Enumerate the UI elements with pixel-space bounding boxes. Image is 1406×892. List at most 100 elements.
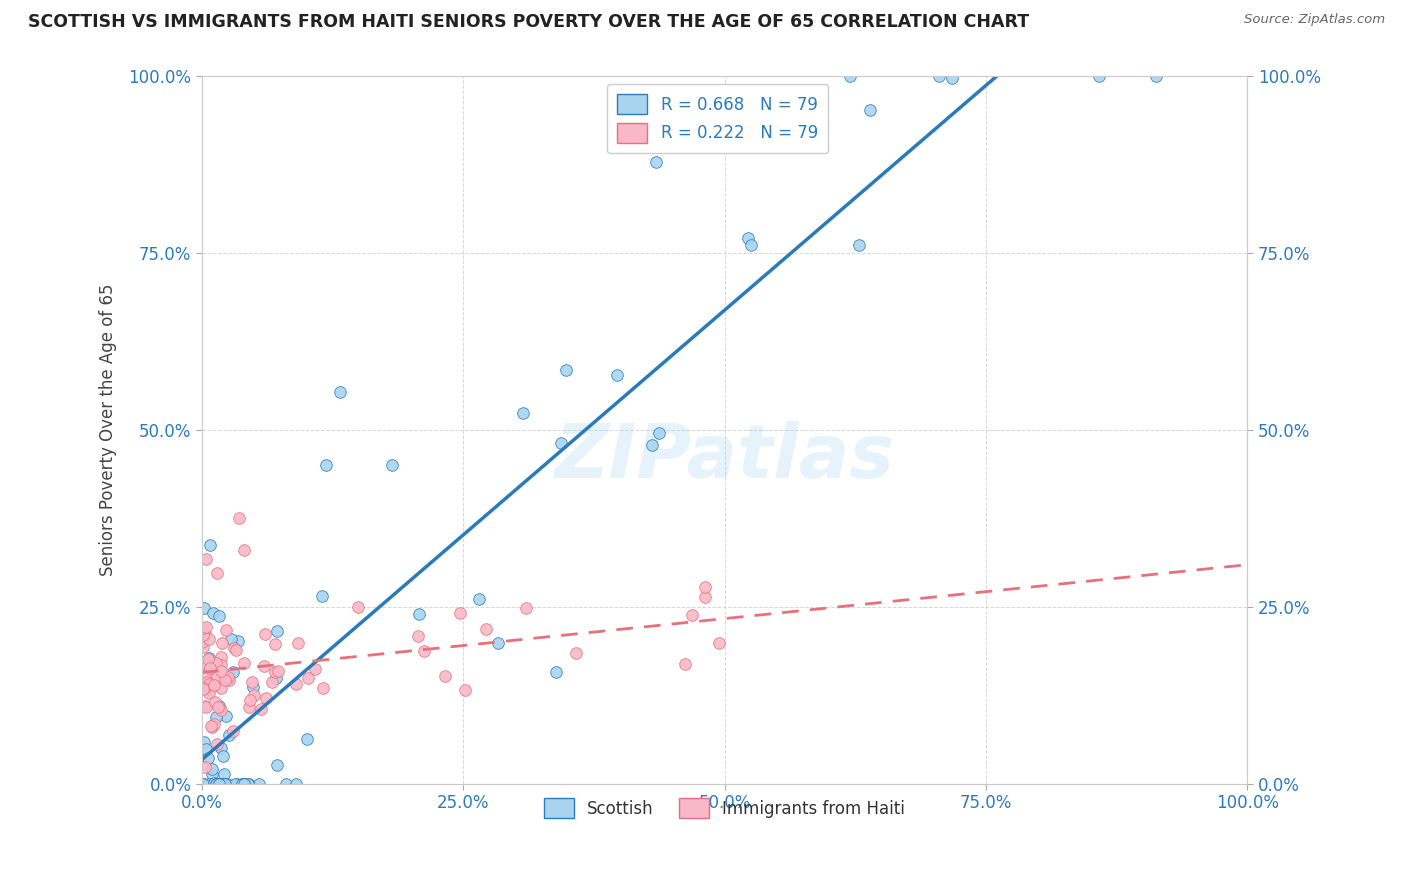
Point xyxy=(449,606,471,620)
Point xyxy=(941,70,963,85)
Point xyxy=(208,777,231,791)
Point xyxy=(205,777,228,791)
Point xyxy=(737,231,759,245)
Point xyxy=(198,686,221,700)
Point xyxy=(253,658,276,673)
Point xyxy=(195,657,218,671)
Point xyxy=(205,777,228,791)
Point xyxy=(208,777,231,791)
Point xyxy=(193,621,215,635)
Point xyxy=(262,675,284,690)
Point xyxy=(284,777,307,791)
Point xyxy=(264,665,287,679)
Text: Source: ZipAtlas.com: Source: ZipAtlas.com xyxy=(1244,13,1385,27)
Point xyxy=(311,589,333,603)
Point xyxy=(232,656,254,670)
Point xyxy=(191,635,214,649)
Point xyxy=(454,683,477,698)
Point xyxy=(208,777,231,791)
Point xyxy=(247,777,270,791)
Point xyxy=(231,777,253,791)
Point xyxy=(240,675,263,690)
Point xyxy=(695,591,717,605)
Point xyxy=(232,542,254,557)
Point xyxy=(641,438,664,452)
Point xyxy=(215,777,238,791)
Point xyxy=(648,426,671,441)
Point xyxy=(194,760,217,774)
Point xyxy=(205,777,228,791)
Point xyxy=(434,669,457,683)
Point xyxy=(253,627,276,641)
Point xyxy=(194,627,217,641)
Point xyxy=(198,777,221,791)
Point xyxy=(204,695,226,709)
Point xyxy=(838,69,860,83)
Point xyxy=(198,677,221,691)
Point xyxy=(550,435,572,450)
Point xyxy=(195,700,218,714)
Point xyxy=(205,566,228,581)
Point xyxy=(1144,69,1167,83)
Point xyxy=(209,658,232,673)
Point xyxy=(236,777,259,791)
Point xyxy=(218,673,240,687)
Point xyxy=(193,601,215,615)
Point xyxy=(198,651,221,665)
Point xyxy=(198,660,221,674)
Point xyxy=(225,777,247,791)
Point xyxy=(264,672,287,686)
Point xyxy=(512,406,534,420)
Point xyxy=(208,609,231,624)
Point xyxy=(214,777,236,791)
Point xyxy=(564,646,586,660)
Point xyxy=(311,681,333,696)
Point xyxy=(198,538,221,552)
Point xyxy=(207,698,229,713)
Point xyxy=(546,665,568,680)
Point xyxy=(217,669,239,683)
Point xyxy=(468,592,491,607)
Point xyxy=(207,737,229,751)
Point xyxy=(202,775,225,789)
Point xyxy=(198,632,221,646)
Point xyxy=(928,69,950,83)
Point xyxy=(212,777,235,791)
Point xyxy=(222,640,245,655)
Point xyxy=(193,735,215,749)
Point xyxy=(226,634,249,648)
Point xyxy=(254,691,277,706)
Point xyxy=(205,710,228,724)
Point xyxy=(198,681,221,696)
Point xyxy=(267,664,290,678)
Point xyxy=(207,670,229,684)
Point xyxy=(201,762,224,776)
Point xyxy=(266,758,288,772)
Point xyxy=(212,767,235,781)
Text: SCOTTISH VS IMMIGRANTS FROM HAITI SENIORS POVERTY OVER THE AGE OF 65 CORRELATION: SCOTTISH VS IMMIGRANTS FROM HAITI SENIOR… xyxy=(28,13,1029,31)
Point xyxy=(194,699,217,714)
Point xyxy=(201,606,224,620)
Point xyxy=(673,657,696,672)
Point xyxy=(242,681,264,695)
Point xyxy=(304,662,326,676)
Point xyxy=(209,681,232,696)
Point xyxy=(242,688,264,702)
Point xyxy=(215,623,238,637)
Point xyxy=(194,657,217,672)
Point xyxy=(645,155,668,169)
Point xyxy=(233,777,256,791)
Point xyxy=(297,671,319,685)
Point xyxy=(249,702,271,716)
Y-axis label: Seniors Poverty Over the Age of 65: Seniors Poverty Over the Age of 65 xyxy=(100,284,117,576)
Point xyxy=(212,749,235,764)
Point xyxy=(191,640,214,654)
Point xyxy=(222,724,245,739)
Point xyxy=(191,681,214,696)
Point xyxy=(214,673,236,687)
Point xyxy=(515,601,537,615)
Point xyxy=(219,632,242,646)
Point xyxy=(194,667,217,681)
Point xyxy=(606,368,628,382)
Point xyxy=(224,777,246,791)
